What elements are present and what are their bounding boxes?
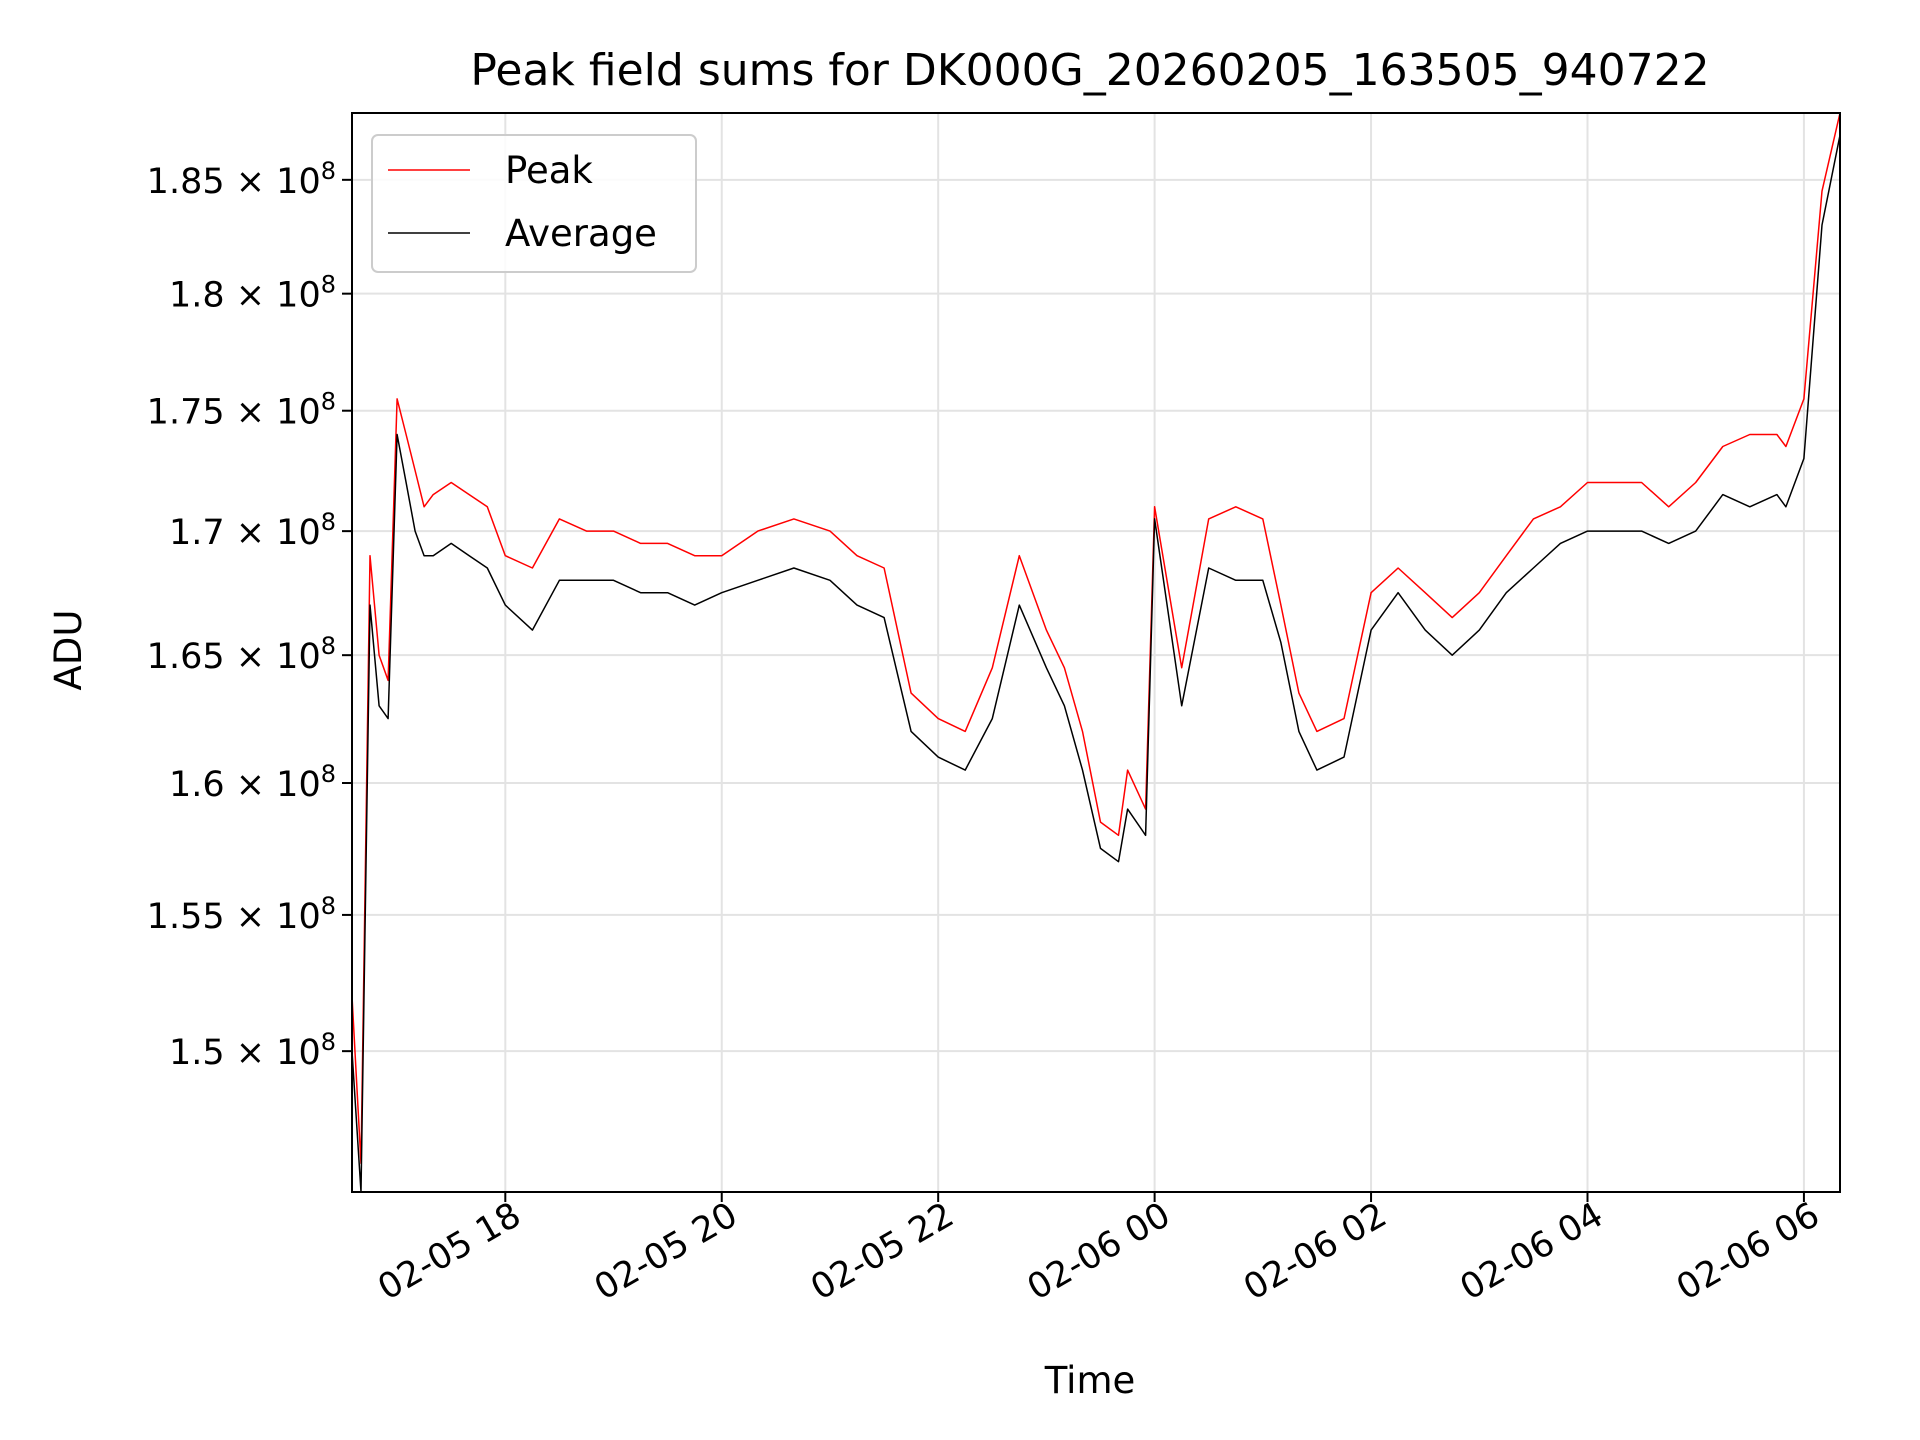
series-layer	[351, 112, 1841, 1193]
legend-label-peak: Peak	[505, 149, 593, 192]
y-tick-label: 1.5 × 108	[169, 1028, 336, 1073]
y-tick-label: 1.8 × 108	[169, 271, 336, 316]
legend-label-average: Average	[505, 212, 657, 255]
y-tick-label: 1.75 × 108	[147, 388, 336, 433]
y-axis-label: ADU	[47, 610, 90, 691]
series-line-average	[351, 135, 1841, 1193]
y-axis: 1.5 × 108 1.55 × 108 1.6 × 108 1.65 × 108 1.…	[147, 157, 352, 1073]
x-axis-label: Time	[1044, 1359, 1136, 1402]
plot-frame	[351, 112, 1841, 1193]
y-tick-label: 1.85 × 108	[147, 157, 336, 202]
legend: Peak Average	[371, 134, 697, 273]
chart-title: Peak field sums for DK000G_20260205_1635…	[470, 45, 1709, 96]
y-tick-label: 1.6 × 108	[169, 760, 336, 805]
y-tick-label: 1.65 × 108	[147, 632, 336, 677]
series-line-peak	[351, 112, 1841, 1165]
y-tick-label: 1.7 × 108	[169, 508, 336, 553]
y-tick-label: 1.55 × 108	[147, 892, 336, 937]
